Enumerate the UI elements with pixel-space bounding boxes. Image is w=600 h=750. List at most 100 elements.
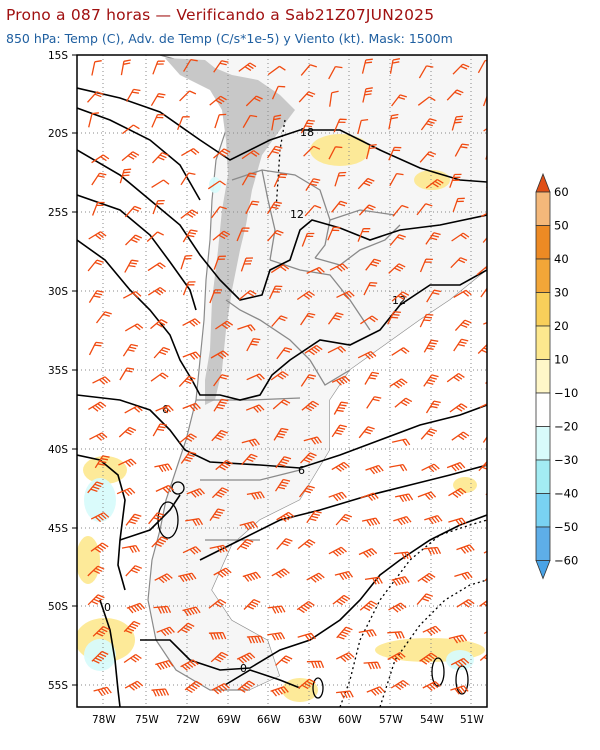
wind-barb [154, 573, 173, 584]
lon-label-69w: 69W [217, 714, 241, 726]
wind-barb [416, 593, 434, 606]
wind-barb [186, 488, 205, 498]
wind-barb [394, 551, 412, 560]
wind-barb [304, 204, 322, 217]
wind-barb [272, 399, 291, 410]
wind-barb [87, 594, 105, 606]
contour-label-0a: 0 [104, 601, 111, 614]
wind-barb [151, 113, 165, 128]
wind-barb [182, 546, 202, 555]
wind-barb [124, 405, 143, 414]
wind-barb [357, 227, 371, 242]
wind-barb [125, 565, 143, 577]
wind-barb [179, 90, 197, 102]
wind-barb [364, 371, 380, 385]
wind-barb [365, 464, 384, 475]
wind-barb [331, 375, 351, 386]
wind-barb [182, 351, 201, 360]
wind-barb [391, 576, 410, 586]
map-subtitle: 850 hPa: Temp (C), Adv. de Temp (C/s*1e-… [6, 31, 453, 46]
wind-barb [271, 114, 282, 131]
wind-barb [240, 257, 254, 272]
wind-barb [121, 124, 140, 135]
wind-barb [213, 374, 229, 387]
wind-barb [150, 372, 169, 382]
wind-barb [333, 401, 349, 415]
wind-barb [388, 263, 406, 274]
wind-barb [124, 323, 144, 332]
colorbar-label: −40 [554, 487, 578, 501]
wind-barb [209, 95, 227, 106]
wind-barb [155, 659, 174, 670]
wind-barb [181, 148, 200, 157]
wind-barb [245, 95, 263, 107]
wind-barb [361, 517, 381, 527]
wind-barb [301, 232, 315, 247]
wind-barb [423, 546, 442, 555]
wind-barb [90, 512, 110, 523]
wind-barb [426, 289, 442, 303]
wind-barb [450, 685, 469, 695]
wind-barb [180, 659, 199, 671]
colorbar-segment [535, 292, 551, 327]
wind-barb [389, 172, 404, 187]
wind-barb [420, 118, 437, 131]
wind-barb [208, 631, 227, 640]
wind-barb [296, 600, 315, 614]
wind-barb [485, 380, 487, 385]
wind-barb [360, 315, 379, 325]
wind-barb [331, 200, 348, 213]
wind-barb [359, 600, 378, 612]
wind-barb [243, 599, 261, 610]
wind-barb [303, 436, 322, 445]
wind-barb [479, 653, 487, 661]
wind-barb [358, 548, 378, 558]
wind-barb [241, 150, 260, 160]
wind-barb [153, 346, 171, 359]
wind-barb [270, 264, 290, 274]
colorbar-label: 40 [554, 252, 569, 266]
colorbar-label: 60 [554, 185, 569, 199]
contour-label-6a: 6 [162, 403, 169, 416]
wind-barb [209, 508, 225, 521]
wind-barb [446, 89, 464, 101]
wind-barb [178, 375, 196, 388]
wind-barb [208, 598, 227, 609]
wind-barb [213, 567, 232, 578]
wind-barb [147, 262, 166, 272]
wind-barb [419, 151, 437, 163]
lat-label-45s: 45S [48, 523, 68, 535]
wind-barb [391, 438, 411, 446]
wind-barb [479, 600, 487, 607]
wind-barb [91, 201, 105, 216]
wind-barb [334, 570, 354, 581]
wind-barb [451, 232, 470, 242]
wind-barb [446, 372, 465, 383]
wind-barb [91, 60, 102, 76]
wind-barb [328, 65, 343, 80]
wind-barb [329, 263, 349, 272]
wind-barb [241, 453, 258, 466]
wind-barb [357, 177, 375, 190]
wind-barb [270, 686, 289, 697]
wind-barb [450, 657, 470, 668]
wind-barb [451, 115, 464, 131]
colorbar-label: −20 [554, 420, 578, 434]
wind-barb [361, 58, 373, 74]
colorbar-label: −60 [554, 554, 578, 568]
lon-label-54w: 54W [420, 714, 444, 726]
colorbar-segment [535, 225, 551, 260]
wind-barb [328, 546, 347, 557]
wind-barb [276, 511, 295, 523]
wind-barb [236, 227, 250, 242]
wind-barb [305, 178, 321, 191]
wind-barb [155, 484, 175, 494]
colorbar-label: −30 [554, 453, 578, 467]
wind-barb [333, 118, 347, 133]
wind-barb [485, 519, 487, 522]
wind-barb [118, 426, 137, 438]
wind-barb [388, 602, 407, 613]
wind-barb [238, 290, 257, 301]
wind-barb [422, 625, 441, 636]
wind-barb [334, 171, 347, 187]
